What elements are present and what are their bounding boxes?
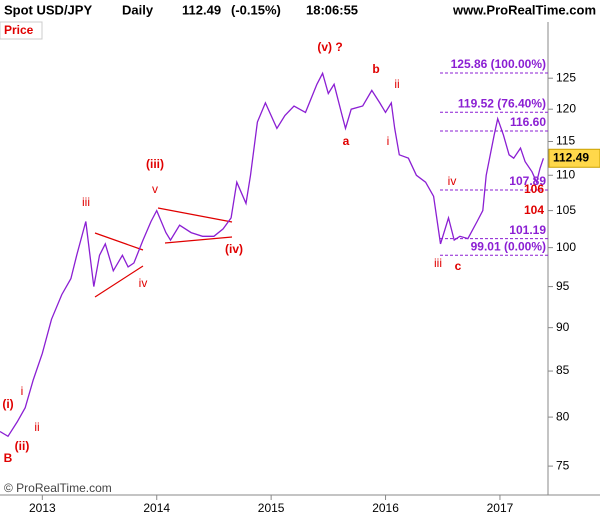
last-price-box — [548, 148, 600, 168]
wave-label: b — [372, 62, 379, 76]
wave-label: iii — [82, 195, 90, 209]
wave-label: (ii) — [15, 439, 30, 453]
y-tick-label: 90 — [556, 320, 570, 334]
wave-label: 106 — [524, 182, 544, 196]
symbol: Spot USD/JPY — [4, 2, 92, 17]
y-tick-label: 120 — [556, 101, 576, 115]
wave-label: 104 — [524, 203, 544, 217]
x-tick-label: 2017 — [487, 501, 514, 515]
y-tick-label: 105 — [556, 203, 576, 217]
fib-label: 101.19 — [509, 223, 546, 237]
trend-line — [164, 236, 233, 244]
wave-label: ii — [34, 420, 39, 434]
last-price-label: 112.49 — [553, 150, 589, 164]
trend-line — [157, 207, 233, 223]
y-tick-label: 75 — [556, 458, 570, 472]
wave-label: B — [4, 451, 13, 465]
wave-label: i — [387, 134, 390, 148]
change: (-0.15%) — [231, 2, 281, 17]
header-bar — [0, 0, 600, 22]
fib-label: 119.52 (76.40%) — [458, 96, 546, 110]
panel-label-box — [0, 21, 43, 40]
trend-line — [94, 232, 144, 251]
trend-line — [94, 265, 144, 298]
time: 18:06:55 — [306, 2, 358, 17]
wave-label: iv — [139, 276, 148, 290]
site: www.ProRealTime.com — [452, 2, 596, 17]
triangles — [94, 207, 233, 298]
period: Daily — [122, 2, 154, 17]
x-tick-label: 2013 — [29, 501, 56, 515]
wave-label: v — [152, 182, 158, 196]
fib-label: 116.60 — [510, 115, 546, 129]
wave-label: iv — [448, 174, 457, 188]
y-tick-label: 125 — [556, 70, 576, 84]
y-tick-label: 85 — [556, 363, 570, 377]
fib-label: 125.86 (100.00%) — [451, 57, 546, 71]
panel-label: Price — [4, 23, 34, 37]
last-price: 112.49 — [182, 2, 221, 17]
fib-label: 99.01 (0.00%) — [471, 239, 546, 253]
wave-label: (i) — [2, 397, 13, 411]
wave-label: c — [455, 259, 462, 273]
x-tick-label: 2014 — [143, 501, 170, 515]
price-line — [0, 71, 545, 438]
wave-label: (v) ? — [317, 40, 342, 54]
y-tick-label: 115 — [556, 134, 575, 148]
wave-label: i — [21, 384, 24, 398]
wave-label: a — [343, 134, 350, 148]
wave-label: (iii) — [146, 157, 164, 171]
x-tick-label: 2016 — [372, 501, 399, 515]
y-tick-label: 95 — [556, 279, 570, 293]
wave-label: iii — [434, 256, 442, 270]
wave-label: (iv) — [225, 242, 243, 256]
x-tick-label: 2015 — [258, 501, 285, 515]
y-tick-label: 80 — [556, 409, 570, 423]
y-tick-label: 100 — [556, 240, 576, 254]
wave-label: ii — [394, 77, 399, 91]
y-tick-label: 110 — [556, 167, 575, 181]
copyright: © ProRealTime.com — [4, 481, 112, 495]
